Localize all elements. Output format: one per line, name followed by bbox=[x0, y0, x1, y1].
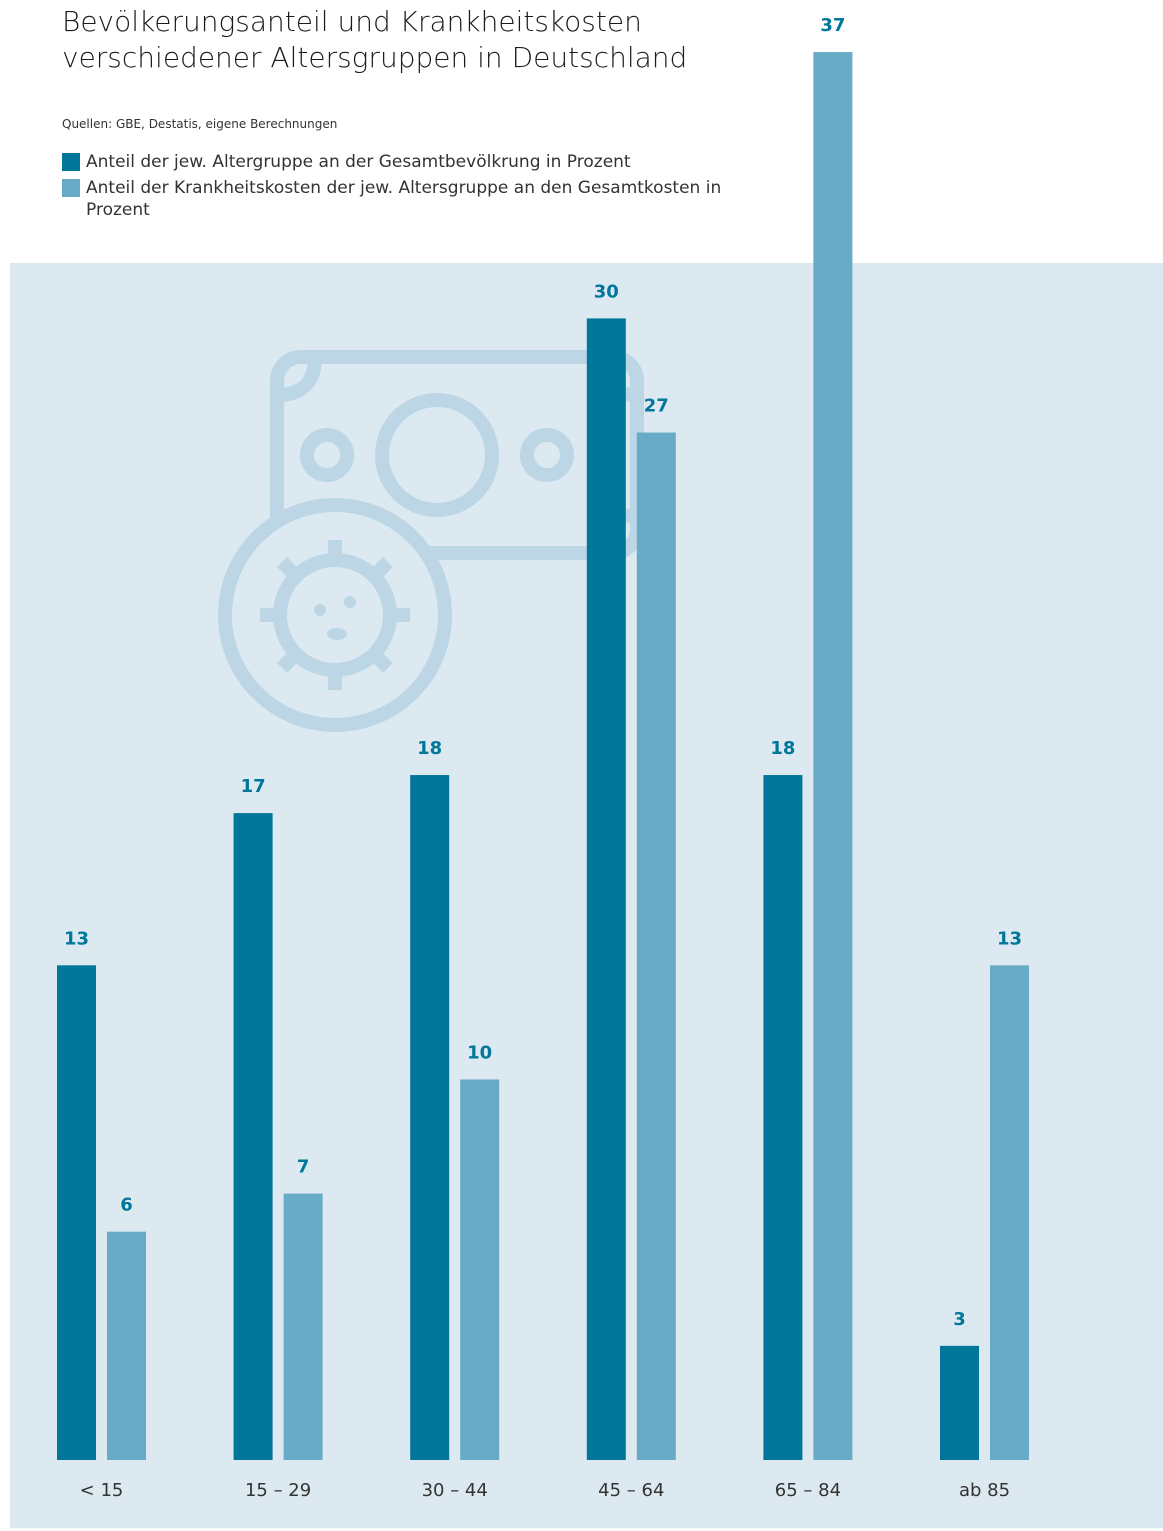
value-label: 13 bbox=[64, 928, 89, 949]
value-label: 6 bbox=[120, 1195, 133, 1216]
bar bbox=[107, 1231, 146, 1460]
value-label: 27 bbox=[644, 396, 669, 417]
x-tick-label: 15 – 29 bbox=[245, 1480, 311, 1501]
value-label: 18 bbox=[417, 738, 442, 759]
bar bbox=[636, 432, 676, 1460]
legend-swatch bbox=[62, 153, 80, 171]
bar bbox=[460, 1079, 500, 1460]
legend-swatch bbox=[62, 179, 80, 197]
value-label: 37 bbox=[820, 15, 845, 36]
legend: Anteil der jew. Altergruppe an der Gesam… bbox=[62, 151, 742, 225]
chart-title: Bevölkerungsanteil und Krankheitskosten … bbox=[62, 5, 688, 74]
legend-item: Anteil der Krankheitskosten der jew. Alt… bbox=[62, 177, 742, 221]
value-label: 3 bbox=[953, 1309, 966, 1330]
x-tick-label: 30 – 44 bbox=[422, 1480, 488, 1501]
value-label: 10 bbox=[467, 1042, 492, 1063]
bar bbox=[283, 1193, 323, 1460]
legend-label: Anteil der jew. Altergruppe an der Gesam… bbox=[86, 152, 631, 172]
x-tick-label: < 15 bbox=[80, 1480, 124, 1501]
x-tick-label: 45 – 64 bbox=[598, 1480, 664, 1501]
value-label: 17 bbox=[241, 776, 266, 797]
x-tick-label: ab 85 bbox=[959, 1480, 1010, 1501]
background-icon bbox=[218, 350, 644, 732]
bar bbox=[990, 965, 1029, 1460]
background-icon-dots bbox=[314, 596, 356, 640]
value-label: 30 bbox=[594, 281, 619, 302]
bar bbox=[410, 775, 450, 1460]
value-label: 13 bbox=[997, 928, 1022, 949]
value-label: 18 bbox=[770, 738, 795, 759]
bar bbox=[586, 318, 626, 1461]
legend-label: Anteil der Krankheitskosten der jew. Alt… bbox=[86, 178, 722, 220]
legend-item: Anteil der jew. Altergruppe an der Gesam… bbox=[62, 151, 742, 173]
bar bbox=[940, 1345, 979, 1460]
bar bbox=[57, 965, 96, 1460]
bar bbox=[813, 52, 853, 1461]
value-label: 7 bbox=[297, 1157, 310, 1178]
x-tick-label: 65 – 84 bbox=[775, 1480, 841, 1501]
bar bbox=[233, 813, 273, 1460]
source: Quellen: GBE, Destatis, eigene Berechnun… bbox=[62, 117, 338, 131]
bar bbox=[763, 775, 803, 1460]
panel bbox=[10, 263, 1163, 1528]
